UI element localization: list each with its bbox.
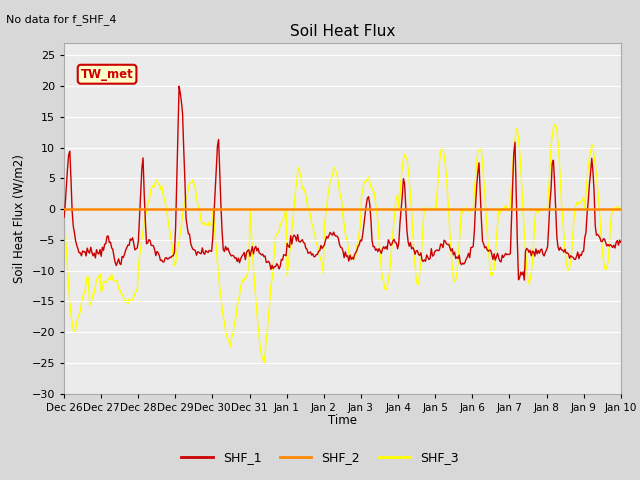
Y-axis label: Soil Heat Flux (W/m2): Soil Heat Flux (W/m2) <box>13 154 26 283</box>
Title: Soil Heat Flux: Soil Heat Flux <box>290 24 395 39</box>
X-axis label: Time: Time <box>328 414 357 427</box>
Text: No data for f_SHF_4: No data for f_SHF_4 <box>6 14 117 25</box>
Text: TW_met: TW_met <box>81 68 134 81</box>
Legend: SHF_1, SHF_2, SHF_3: SHF_1, SHF_2, SHF_3 <box>177 446 463 469</box>
